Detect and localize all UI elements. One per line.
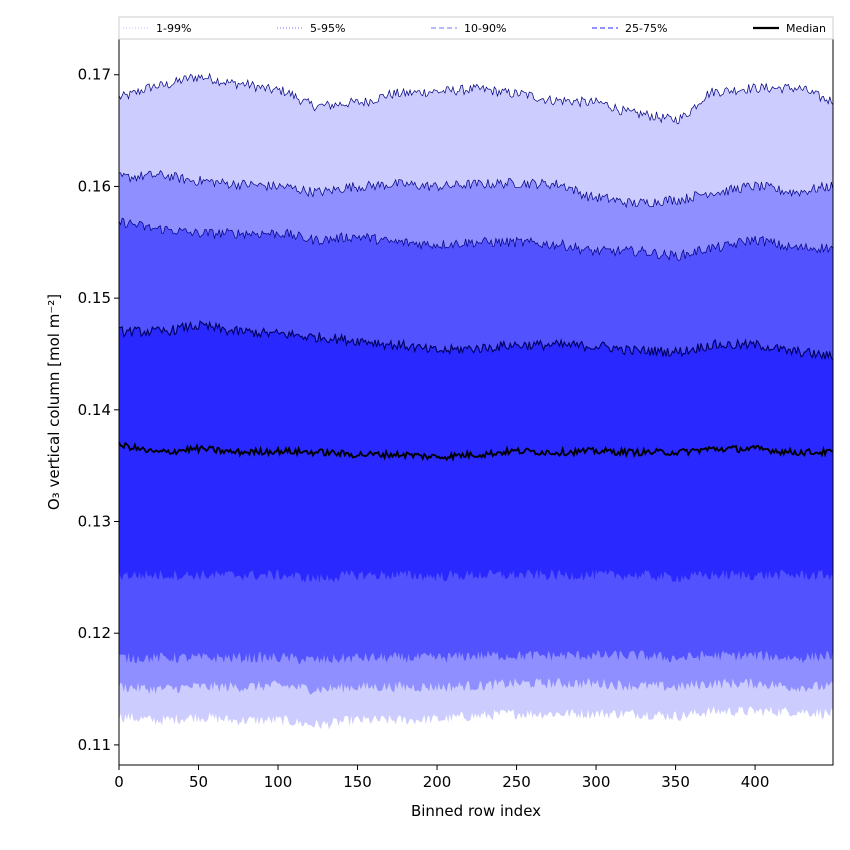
x-axis-label: Binned row index xyxy=(411,802,541,820)
legend-label: 10-90% xyxy=(464,22,506,35)
band-upper-edge-5-95pct xyxy=(118,169,834,209)
band-25-75pct xyxy=(119,321,833,583)
legend-label: Median xyxy=(786,22,826,35)
band-edges-layer xyxy=(118,72,834,361)
x-tick-label: 250 xyxy=(502,773,531,791)
y-tick-label: 0.16 xyxy=(78,177,111,195)
x-tick-label: 50 xyxy=(189,773,208,791)
x-tick-label: 400 xyxy=(741,773,770,791)
bands-layer xyxy=(119,73,833,730)
median-line xyxy=(118,441,834,463)
band-upper-edge-25-75pct xyxy=(118,320,834,361)
x-axis-ticks: 0 50 100 150 200 250 300 350 400 xyxy=(114,765,769,791)
x-tick-label: 350 xyxy=(661,773,690,791)
y-tick-label: 0.14 xyxy=(78,401,111,419)
legend-frame xyxy=(118,16,834,40)
x-tick-label: 150 xyxy=(343,773,372,791)
y-tick-label: 0.15 xyxy=(78,289,111,307)
y-tick-label: 0.13 xyxy=(78,513,111,531)
band-upper-edge-10-90pct xyxy=(118,217,834,261)
y-tick-label: 0.12 xyxy=(78,624,111,642)
median-layer xyxy=(118,441,834,463)
x-tick-label: 200 xyxy=(423,773,452,791)
band-upper-edge-1-99pct xyxy=(118,72,834,125)
y-tick-label: 0.11 xyxy=(78,736,111,754)
y-tick-label: 0.17 xyxy=(78,66,111,84)
y-axis-ticks: 0.11 0.12 0.13 0.14 0.15 0.16 0.17 xyxy=(78,66,119,754)
legend: 1-99% 5-95% 10-90% 25-75% Median xyxy=(118,16,834,40)
x-tick-label: 0 xyxy=(114,773,124,791)
y-axis-label: O₃ vertical column [mol m⁻²] xyxy=(45,294,63,510)
legend-label: 1-99% xyxy=(156,22,191,35)
legend-label: 5-95% xyxy=(310,22,345,35)
x-tick-label: 300 xyxy=(582,773,611,791)
legend-label: 25-75% xyxy=(625,22,667,35)
x-tick-label: 100 xyxy=(264,773,293,791)
